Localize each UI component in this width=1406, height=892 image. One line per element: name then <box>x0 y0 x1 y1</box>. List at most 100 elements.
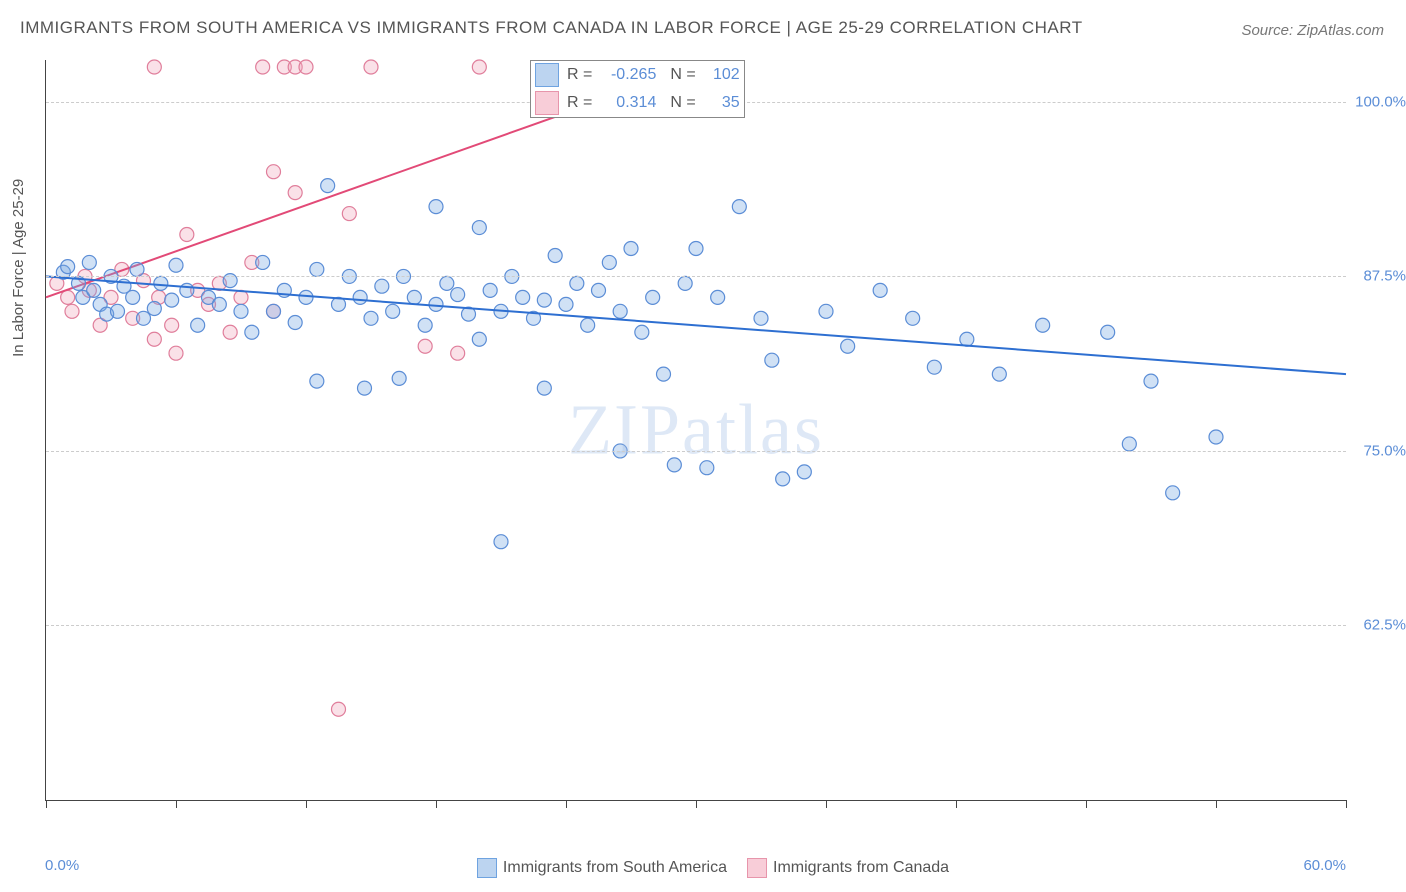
data-point <box>267 165 281 179</box>
data-point <box>1209 430 1223 444</box>
data-point <box>353 290 367 304</box>
data-point <box>451 288 465 302</box>
r-value: 0.314 <box>596 94 656 112</box>
data-point <box>483 283 497 297</box>
data-point <box>537 293 551 307</box>
data-point <box>299 60 313 74</box>
data-point <box>364 311 378 325</box>
data-point <box>906 311 920 325</box>
data-point <box>451 346 465 360</box>
data-point <box>212 297 226 311</box>
data-point <box>342 207 356 221</box>
data-point <box>646 290 660 304</box>
plot-area: ZIPatlas 62.5%75.0%87.5%100.0% <box>45 60 1346 801</box>
data-point <box>154 276 168 290</box>
data-point <box>657 367 671 381</box>
data-point <box>180 283 194 297</box>
data-point <box>267 304 281 318</box>
data-point <box>407 290 421 304</box>
legend-swatch <box>535 91 559 115</box>
x-tick <box>176 800 177 808</box>
data-point <box>130 262 144 276</box>
legend-label: Immigrants from South America <box>503 859 727 876</box>
n-value: 102 <box>700 66 740 84</box>
data-point <box>364 60 378 74</box>
data-point <box>310 262 324 276</box>
data-point <box>180 228 194 242</box>
data-point <box>418 318 432 332</box>
data-point <box>392 371 406 385</box>
data-point <box>256 255 270 269</box>
data-point <box>754 311 768 325</box>
r-label: R = <box>567 94 592 112</box>
data-point <box>700 461 714 475</box>
data-point <box>288 186 302 200</box>
data-point <box>418 339 432 353</box>
source-attribution: Source: ZipAtlas.com <box>1241 22 1384 39</box>
y-tick-label: 100.0% <box>1355 93 1406 110</box>
data-point <box>1144 374 1158 388</box>
data-point <box>256 60 270 74</box>
data-point <box>1122 437 1136 451</box>
data-point <box>613 304 627 318</box>
data-point <box>602 255 616 269</box>
data-point <box>592 283 606 297</box>
data-point <box>169 346 183 360</box>
x-tick <box>1216 800 1217 808</box>
data-point <box>873 283 887 297</box>
gridline <box>46 625 1346 626</box>
legend-swatch <box>477 858 497 878</box>
x-tick <box>436 800 437 808</box>
regression-line <box>46 276 1346 374</box>
data-point <box>386 304 400 318</box>
data-point <box>992 367 1006 381</box>
stats-row: R =-0.265N =102 <box>531 61 744 89</box>
data-point <box>147 302 161 316</box>
data-point <box>234 304 248 318</box>
data-point <box>165 318 179 332</box>
gridline <box>46 451 1346 452</box>
data-point <box>288 315 302 329</box>
y-tick-label: 62.5% <box>1363 617 1406 634</box>
data-point <box>819 304 833 318</box>
x-tick <box>1086 800 1087 808</box>
x-tick <box>306 800 307 808</box>
data-point <box>776 472 790 486</box>
data-point <box>169 258 183 272</box>
y-tick-label: 75.0% <box>1363 442 1406 459</box>
data-point <box>1036 318 1050 332</box>
data-point <box>299 290 313 304</box>
data-point <box>147 60 161 74</box>
data-point <box>494 535 508 549</box>
n-label: N = <box>670 66 695 84</box>
data-point <box>960 332 974 346</box>
data-point <box>548 248 562 262</box>
data-point <box>624 241 638 255</box>
data-point <box>375 279 389 293</box>
stats-row: R =0.314N =35 <box>531 89 744 117</box>
data-point <box>516 290 530 304</box>
data-point <box>765 353 779 367</box>
n-label: N = <box>670 94 695 112</box>
data-point <box>559 297 573 311</box>
data-point <box>667 458 681 472</box>
data-point <box>678 276 692 290</box>
data-point <box>234 290 248 304</box>
data-point <box>429 200 443 214</box>
r-label: R = <box>567 66 592 84</box>
data-point <box>429 297 443 311</box>
chart-title: IMMIGRANTS FROM SOUTH AMERICA VS IMMIGRA… <box>20 18 1083 38</box>
data-point <box>797 465 811 479</box>
x-tick <box>696 800 697 808</box>
data-point <box>581 318 595 332</box>
data-point <box>191 318 205 332</box>
x-tick <box>956 800 957 808</box>
legend-label: Immigrants from Canada <box>773 859 949 876</box>
data-point <box>570 276 584 290</box>
data-point <box>635 325 649 339</box>
data-point <box>82 255 96 269</box>
data-point <box>126 290 140 304</box>
data-point <box>321 179 335 193</box>
x-tick <box>566 800 567 808</box>
data-point <box>472 60 486 74</box>
